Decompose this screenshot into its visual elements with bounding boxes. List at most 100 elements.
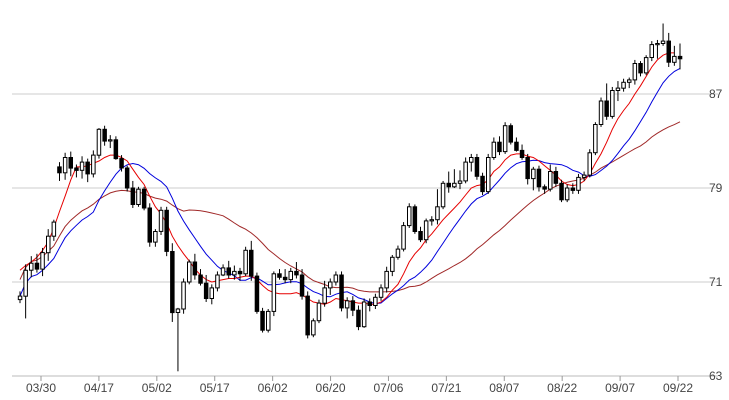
candle xyxy=(593,122,598,156)
candle xyxy=(553,166,559,187)
candle xyxy=(108,135,113,149)
candle-body-down xyxy=(119,158,124,169)
candle-body-up xyxy=(486,157,491,193)
candle-body-down xyxy=(480,175,485,193)
candle xyxy=(34,253,40,273)
candle xyxy=(598,97,604,127)
candle xyxy=(497,136,502,156)
candle-body-down xyxy=(102,128,107,142)
candle-body-down xyxy=(170,251,175,314)
candle xyxy=(587,149,592,178)
candle-body-down xyxy=(559,182,564,201)
candle xyxy=(322,280,327,307)
candle-body-down xyxy=(124,167,130,189)
candle xyxy=(649,41,654,62)
y-tick-label: 79 xyxy=(709,181,723,195)
candle xyxy=(361,298,367,328)
candle xyxy=(350,296,356,317)
candle-body-up xyxy=(96,128,102,156)
candle-body-up xyxy=(328,281,333,289)
candle-body-up xyxy=(51,221,57,237)
candle-body-down xyxy=(85,161,90,175)
candle xyxy=(249,240,254,281)
candle-body-up xyxy=(175,308,181,313)
candle xyxy=(29,256,34,278)
y-tick-label: 71 xyxy=(709,275,723,289)
candle xyxy=(328,278,333,295)
candle xyxy=(514,137,519,152)
candle xyxy=(407,203,412,228)
candle xyxy=(677,43,683,70)
candle-body-up xyxy=(660,40,666,44)
candle xyxy=(271,271,277,317)
candle-body-up xyxy=(271,273,277,312)
candle-body-down xyxy=(604,100,609,117)
candle xyxy=(531,166,536,191)
candle xyxy=(158,206,164,235)
candle xyxy=(502,122,508,154)
candle-body-down xyxy=(277,273,282,278)
candle-body-up xyxy=(395,248,401,258)
candle xyxy=(378,284,384,301)
candle-body-up xyxy=(29,262,34,271)
candle-body-up xyxy=(440,182,446,208)
candle-body-up xyxy=(429,219,434,222)
x-tick-label: 05/17 xyxy=(200,381,230,395)
x-tick-label: 06/02 xyxy=(258,381,288,395)
candle xyxy=(215,271,220,292)
x-tick-label: 04/17 xyxy=(84,381,114,395)
x-tick-label: 07/06 xyxy=(373,381,403,395)
candle xyxy=(339,271,344,312)
candle xyxy=(102,125,107,146)
candle-body-down xyxy=(34,262,40,270)
x-tick-label: 09/22 xyxy=(663,381,693,395)
candle xyxy=(446,171,451,193)
candle xyxy=(17,291,23,304)
candle-body-down xyxy=(226,267,231,276)
candle-body-up xyxy=(407,206,412,227)
candle xyxy=(46,229,51,261)
x-tick-label: 08/07 xyxy=(489,381,519,395)
candle-body-up xyxy=(649,44,654,58)
candle xyxy=(519,144,525,160)
candle xyxy=(254,272,260,314)
candle xyxy=(198,269,203,286)
candle-body-up xyxy=(288,270,293,281)
candle-body-up xyxy=(40,252,45,270)
candle-body-up xyxy=(23,269,28,297)
candle xyxy=(548,164,553,192)
candle-body-up xyxy=(373,296,378,306)
candle-body-up xyxy=(311,320,316,336)
candle-body-down xyxy=(553,171,559,184)
candle xyxy=(384,266,389,293)
candle-body-up xyxy=(17,295,23,301)
candle xyxy=(147,203,152,247)
candle xyxy=(672,45,677,66)
candle-body-down xyxy=(164,209,169,252)
candle xyxy=(536,165,542,192)
candle xyxy=(170,243,175,322)
candle-body-down xyxy=(130,187,136,205)
candle-body-up xyxy=(266,310,271,331)
candle-body-down xyxy=(294,270,299,276)
candle-body-up xyxy=(181,281,186,310)
candle-body-up xyxy=(344,300,350,309)
candle xyxy=(124,165,130,192)
x-tick-label: 09/07 xyxy=(605,381,635,395)
candle-body-down xyxy=(367,301,372,306)
candle-body-up xyxy=(108,139,113,142)
candle xyxy=(655,39,660,59)
candle xyxy=(435,189,440,225)
candle-body-up xyxy=(91,154,96,175)
candle-body-up xyxy=(215,274,220,289)
candle xyxy=(266,309,271,333)
x-tick-label: 06/20 xyxy=(316,381,346,395)
ma-medium-line xyxy=(19,67,681,305)
candle-body-down xyxy=(508,125,513,143)
x-tick-label: 07/21 xyxy=(431,381,461,395)
candle xyxy=(96,128,102,159)
candle-body-up xyxy=(435,206,440,221)
candle xyxy=(412,204,418,234)
candle xyxy=(621,78,626,92)
candle xyxy=(418,226,423,243)
